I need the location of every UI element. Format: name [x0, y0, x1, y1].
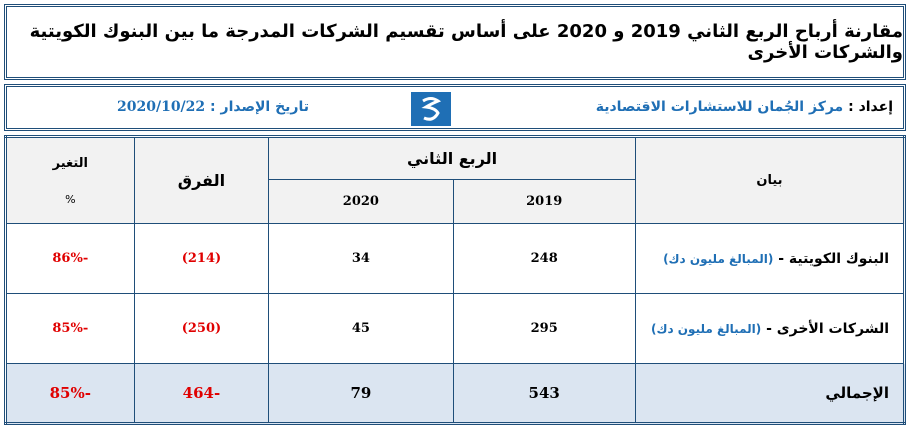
row-name: الشركات الأخرى - [766, 320, 889, 337]
row-name: البنوك الكويتية - [778, 250, 889, 267]
cell-change: -85% [5, 293, 135, 364]
row-label: البنوك الكويتية - (المبالغ مليون دك) [634, 223, 906, 294]
cell-diff: (250) [133, 293, 270, 364]
issue-date: تاريخ الإصدار : 2020/10/22 [117, 99, 309, 115]
prepared-name: مركز الجُمان للاستشارات الاقتصادية [595, 99, 844, 115]
row-note: (المبالغ مليون دك) [650, 321, 762, 336]
cell-value: 34 [268, 223, 454, 294]
change-label: التغير [52, 155, 89, 171]
total-row: الإجمالي 543 79 -464 -85% [5, 363, 906, 424]
logo [411, 92, 451, 126]
table-row: الشركات الأخرى - (المبالغ مليون دك) 295 45… [5, 293, 906, 364]
total-value: 79 [268, 363, 454, 424]
prepared-label: إعداد : [848, 99, 893, 115]
row-label: الشركات الأخرى - (المبالغ مليون دك) [634, 293, 906, 364]
total-change: -85% [5, 363, 135, 424]
total-label: الإجمالي [634, 363, 906, 424]
total-value: 543 [452, 363, 636, 424]
cell-change: -86% [5, 223, 135, 294]
title: مقارنة أرباح الربع الثاني 2019 و 2020 عل… [4, 4, 906, 80]
date-label: تاريخ الإصدار : [210, 99, 309, 115]
header-bar: إعداد : مركز الجُمان للاستشارات الاقتصاد… [4, 84, 906, 131]
cell-diff: (214) [133, 223, 270, 294]
cell-value: 248 [452, 223, 636, 294]
cell-value: 295 [452, 293, 636, 364]
cell-value: 45 [268, 293, 454, 364]
date-value: 2020/10/22 [117, 99, 206, 115]
table-row: البنوك الكويتية - (المبالغ مليون دك) 248 3… [5, 223, 906, 294]
col-item: بيان [634, 136, 906, 224]
col-year: 2020 [268, 179, 454, 224]
col-year: 2019 [452, 179, 636, 224]
prepared-by: إعداد : مركز الجُمان للاستشارات الاقتصاد… [596, 99, 893, 115]
row-note: (المبالغ مليون دك) [663, 251, 774, 266]
total-diff: -464 [133, 363, 270, 424]
col-change: التغير% [5, 136, 135, 224]
change-unit: % [65, 192, 76, 206]
col-diff: الفرق [133, 136, 270, 224]
col-quarter: الربع الثاني [268, 136, 636, 180]
data-table: بيان الربع الثاني الفرق التغير% 2019 202… [4, 135, 906, 425]
